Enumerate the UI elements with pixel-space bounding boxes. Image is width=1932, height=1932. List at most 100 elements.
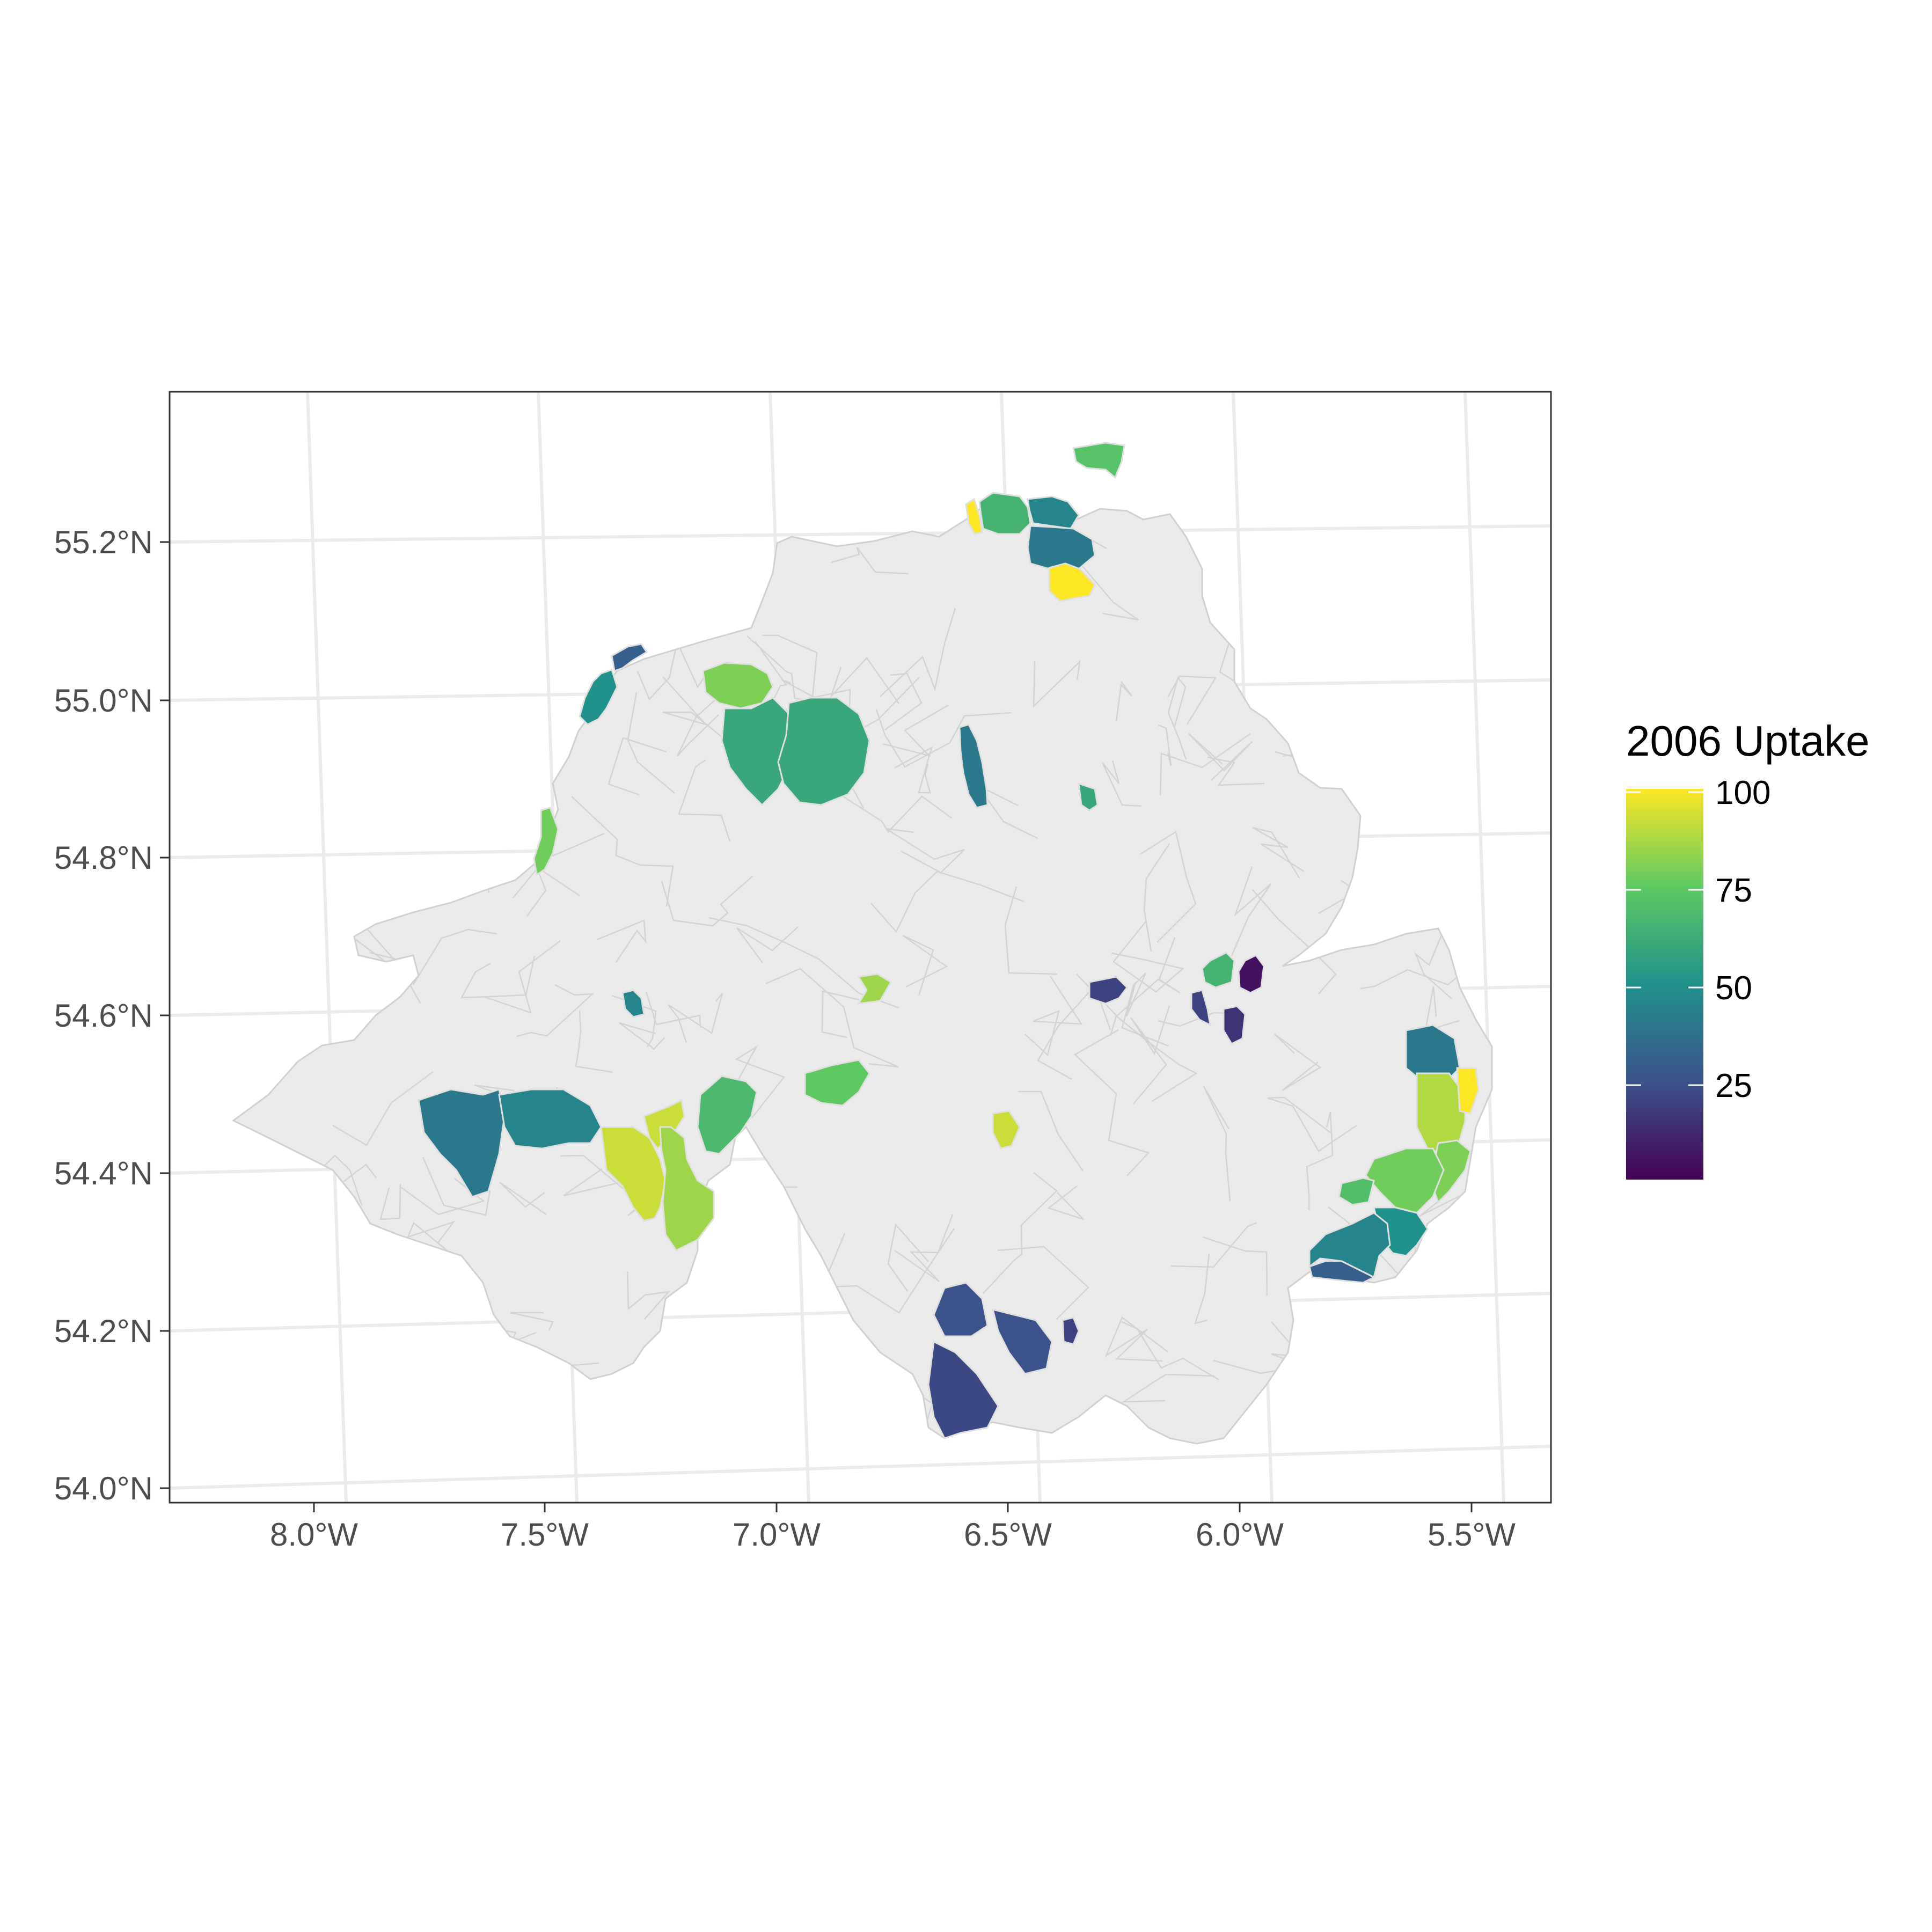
ward-border xyxy=(880,608,956,697)
ward-border xyxy=(894,1214,954,1283)
y-tick-label: 54.4°N xyxy=(54,1155,153,1191)
ward-border xyxy=(626,1271,671,1320)
ward-border xyxy=(1033,660,1081,708)
region-belfast-east xyxy=(1190,989,1211,1027)
ward-border xyxy=(1360,969,1462,990)
region-crumlin xyxy=(933,1282,989,1337)
ward-border xyxy=(1170,1221,1257,1268)
y-tick-label: 54.2°N xyxy=(54,1313,153,1349)
legend-ticks: 100 75 50 25 xyxy=(1626,774,1770,1104)
ward-border xyxy=(406,1220,457,1258)
ward-border xyxy=(1139,831,1197,943)
region-clogher-valley xyxy=(697,1075,758,1155)
ward-border xyxy=(1115,681,1133,722)
ward-border xyxy=(499,1181,547,1216)
ward-border xyxy=(831,547,909,575)
ward-border xyxy=(571,796,674,907)
region-ballymoney-east xyxy=(1048,562,1096,602)
ward-border xyxy=(875,709,1012,768)
ward-border xyxy=(1018,1091,1084,1172)
ward-border xyxy=(676,693,722,757)
ward-border xyxy=(765,968,899,1068)
region-newry-east xyxy=(927,1340,999,1439)
region-newry-north xyxy=(991,1308,1053,1375)
region-portavogie xyxy=(1456,1067,1480,1115)
x-tick-label: 6.0°W xyxy=(1196,1517,1284,1553)
ward-border xyxy=(887,1223,929,1292)
ward-border xyxy=(379,1183,401,1220)
ward-border xyxy=(608,737,667,796)
ward-border xyxy=(823,1228,955,1314)
x-tick-label: 7.5°W xyxy=(501,1517,589,1553)
ward-border xyxy=(821,990,860,1038)
ward-border xyxy=(332,1071,434,1146)
region-magherafelt-north xyxy=(621,989,645,1018)
region-aughnacloy xyxy=(992,1110,1021,1150)
region-fivemiletown xyxy=(659,1126,715,1252)
ward-border xyxy=(1267,1096,1357,1152)
ward-border xyxy=(882,704,949,757)
y-axis: 55.2°N 55.0°N 54.8°N 54.6°N 54.4°N 54.2°N 54.0… xyxy=(54,524,170,1506)
region-dungiven-south xyxy=(777,697,870,806)
highlighted-regions xyxy=(418,442,1480,1439)
ward-border xyxy=(1167,675,1217,725)
ward-border xyxy=(885,828,965,874)
x-tick-label: 6.5°W xyxy=(964,1517,1052,1553)
legend-tick-label: 100 xyxy=(1715,774,1770,811)
region-strabane xyxy=(702,662,774,709)
ward-border xyxy=(1194,1253,1210,1324)
x-tick-label: 5.5°W xyxy=(1428,1517,1516,1553)
grid-line-lon xyxy=(1463,391,1505,1503)
region-armagh-centre xyxy=(1201,952,1235,989)
ward-border xyxy=(870,870,1024,933)
ward-border xyxy=(1188,733,1253,781)
ward-border xyxy=(1111,920,1184,993)
region-cookstown-centre xyxy=(418,1088,506,1198)
ward-border xyxy=(1252,826,1305,879)
region-derry-waterside xyxy=(611,643,648,672)
region-ballymena-east xyxy=(857,973,892,1005)
ward-border xyxy=(1414,927,1452,999)
y-tick-label: 55.0°N xyxy=(54,683,153,719)
ward-border xyxy=(1121,1321,1219,1381)
ward-border xyxy=(1158,724,1172,766)
legend: 2006 Uptake 100 75 50 25 xyxy=(1626,717,1870,1180)
y-tick-label: 54.6°N xyxy=(54,998,153,1034)
x-tick-label: 8.0°W xyxy=(270,1517,358,1553)
grid-line-lat xyxy=(169,1445,1552,1490)
ward-border xyxy=(575,1010,613,1073)
legend-tick-label: 75 xyxy=(1715,872,1752,909)
grid-line-lon xyxy=(306,391,348,1503)
ward-border xyxy=(516,984,595,1037)
region-omagh-centre xyxy=(804,1059,870,1107)
ward-border xyxy=(460,955,536,999)
ward-border xyxy=(1121,972,1169,1047)
ward-border xyxy=(422,1157,491,1216)
ward-border xyxy=(1101,760,1142,807)
region-newry-south xyxy=(1062,1316,1080,1345)
ward-border xyxy=(1130,1005,1170,1104)
ward-border xyxy=(510,1312,554,1331)
legend-title: 2006 Uptake xyxy=(1626,717,1870,765)
ward-border xyxy=(627,692,675,794)
legend-colorbar xyxy=(1626,789,1703,1180)
ward-border xyxy=(732,1045,786,1118)
y-tick-label: 54.8°N xyxy=(54,840,153,876)
region-dungannon xyxy=(498,1088,602,1150)
ward-border xyxy=(1274,1033,1322,1092)
ward-border xyxy=(661,875,753,927)
panel-border xyxy=(169,391,1552,1504)
ward-border xyxy=(976,784,1038,839)
x-tick-label: 7.0°W xyxy=(733,1517,821,1553)
ward-border xyxy=(1202,1236,1268,1296)
region-enniskillen-east xyxy=(643,1099,685,1150)
ward-border xyxy=(1203,1086,1231,1202)
ward-border xyxy=(762,634,851,710)
ward-border xyxy=(645,991,701,1028)
y-tick-label: 54.0°N xyxy=(54,1470,153,1506)
ward-border xyxy=(736,926,799,963)
ward-border xyxy=(596,919,647,963)
ward-border xyxy=(1076,937,1181,1017)
ward-border xyxy=(1167,676,1187,760)
